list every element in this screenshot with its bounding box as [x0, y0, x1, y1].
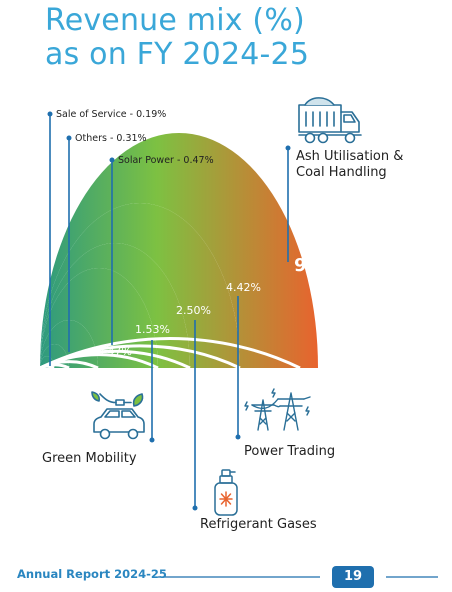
dot-sale — [47, 111, 53, 117]
dot-power — [235, 434, 241, 440]
dot-others — [66, 135, 72, 141]
value-ash: 90.59% — [294, 255, 369, 276]
transmission-tower-icon — [244, 388, 311, 431]
leader-lines — [49, 114, 289, 508]
label-power-trading: Power Trading — [244, 444, 335, 459]
title-line-1: Revenue mix (%) — [45, 3, 305, 38]
title-line-2: as on FY 2024-25 — [45, 37, 310, 72]
dot-ash — [285, 145, 291, 151]
dot-solar — [109, 157, 115, 163]
label-ash-line-2: Coal Handling — [296, 165, 387, 180]
dump-truck-icon — [298, 97, 362, 144]
footer-report-label: Annual Report 2024-25 — [17, 567, 167, 581]
label-ash-line-1: Ash Utilisation & — [296, 149, 403, 164]
label-solar-power: Solar Power - 0.47% — [118, 155, 214, 166]
gas-cylinder-icon — [214, 469, 238, 516]
separator-sale — [39, 364, 55, 370]
arc-separators — [39, 337, 301, 370]
value-power-trading: 4.42% — [226, 281, 261, 294]
dot-green — [149, 437, 155, 443]
dot-refrigerant — [192, 505, 198, 511]
label-sale-of-service: Sale of Service - 0.19% — [56, 109, 166, 120]
leader-dots — [47, 111, 291, 511]
label-green-mobility: Green Mobility — [42, 451, 137, 466]
label-others: Others - 0.31% — [75, 133, 147, 144]
arc-ash-utilisation — [40, 133, 318, 368]
label-refrigerant-gases: Refrigerant Gases — [200, 517, 317, 532]
page-title: Revenue mix (%) as on FY 2024-25 — [45, 4, 425, 72]
value-green-mobility: 1.53% — [135, 323, 170, 336]
arc-refrigerant-gases — [40, 243, 190, 368]
value-refrigerant: 2.50% — [176, 304, 211, 317]
value-solar-inner: 0.47% — [97, 345, 132, 358]
electric-car-icon — [91, 391, 145, 440]
page-number-badge: 19 — [332, 566, 374, 588]
arc-power-trading — [40, 203, 240, 368]
